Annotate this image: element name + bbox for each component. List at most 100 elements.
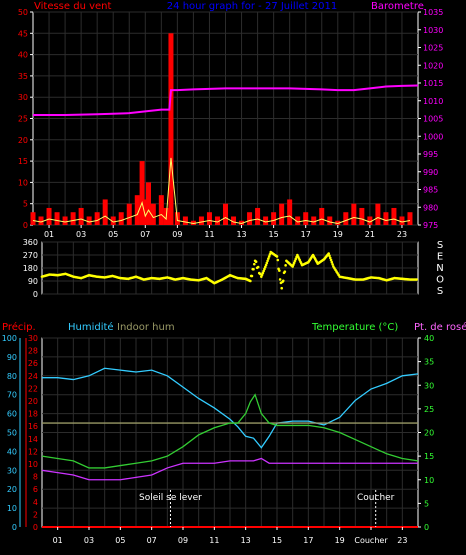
wind-bar [62,216,68,225]
wind-bar [335,220,341,225]
wind-bar [343,212,349,225]
y-tick-label: 0 [23,221,28,230]
wind-bar [126,203,132,225]
sunset-label: Coucher [357,493,395,503]
wind-bar [86,216,92,225]
wind-bar [231,216,237,225]
y-tick-label: 0 [33,523,38,532]
wind-bar [38,216,44,225]
wind-bar [279,203,285,225]
y-tick-label: 990 [423,168,438,177]
x-tick-label: 09 [172,230,182,239]
y-tick-label: 100 [2,334,17,343]
direction-point [328,256,332,260]
dew-line [41,457,418,481]
y-tick-label: 30 [7,466,17,475]
y-tick-label: 985 [423,186,438,195]
y-tick-label: 70 [7,391,17,400]
wind-average-line [32,157,411,225]
y-tick-label: 30 [18,93,28,102]
y-tick-label: 25 [424,405,434,414]
x-tick-label: 15 [269,230,279,239]
wind-bar [146,182,151,225]
y-tick-label: 8 [33,473,38,482]
wind-bar [247,212,253,225]
y-tick-label: 18 [28,410,38,419]
temp-label: Temperature (°C) [311,322,398,333]
wind-bar [255,207,261,225]
wind-bar [214,216,220,225]
direction-point [250,274,254,278]
dew-label: Pt. de rosée [414,321,466,333]
x-tick-label: 17 [303,536,313,545]
wind-bar [407,212,413,225]
wind-bar [239,220,245,225]
y-tick-label: 1005 [423,115,443,124]
y-tick-label: 5 [23,200,28,209]
direction-point [415,278,418,281]
y-tick-label: 24 [28,372,38,381]
y-tick-label: 30 [28,334,38,343]
direction-point [330,260,334,264]
humidity-temperature-chart: 0102030405060708090100024681012141618202… [2,334,434,545]
direction-point [278,269,281,272]
wind-bar [94,212,100,225]
x-tick-label: 11 [204,230,214,239]
humid-label: Humidité [68,321,114,333]
wind-bar [30,212,36,225]
wind-bar [295,216,301,225]
y-tick-label: 90 [28,277,38,286]
wind-bar [182,216,188,225]
y-tick-label: 1015 [423,79,443,88]
y-tick-label: 0 [424,523,429,532]
y-tick-label: 995 [423,150,438,159]
x-tick-label: 23 [397,536,407,545]
direction-point [283,270,287,273]
wind-bar [271,212,277,225]
wind-bar [198,216,204,225]
direction-point [280,286,284,290]
x-tick-label: 07 [140,230,150,239]
wind-bar [223,203,228,225]
direction-letter: N [436,263,443,274]
x-tick-label: 03 [84,536,94,545]
wind-bar [78,207,84,225]
y-tick-label: 20 [18,136,28,145]
y-tick-label: 22 [28,384,38,393]
y-tick-label: 50 [18,8,28,17]
wind-bar [399,216,405,225]
wind-bar [110,216,116,225]
wind-bar [118,212,124,225]
x-tick-label: 17 [301,230,311,239]
direction-point [265,261,269,265]
y-tick-label: 0 [33,290,38,299]
y-tick-label: 35 [424,358,434,367]
direction-point [276,258,280,262]
y-tick-label: 270 [23,251,38,260]
wind-bar [158,195,164,225]
direction-letter: E [437,252,443,263]
direction-point [281,279,285,283]
x-tick-label: 09 [178,536,188,545]
x-tick-label: 01 [44,230,54,239]
y-tick-label: 35 [18,72,28,81]
wind-bar [206,212,212,225]
direction-point [267,257,270,260]
humid-line [42,367,419,449]
wind-bar [303,212,309,225]
direction-point [329,258,333,262]
baro-axis-label: Barometre [371,1,424,12]
y-tick-label: 80 [7,372,17,381]
direction-point [267,255,271,258]
x-tick-label: 11 [209,536,219,545]
direction-point [264,263,268,267]
direction-point [328,254,331,258]
direction-point [252,267,255,271]
y-tick-label: 20 [7,485,17,494]
wind-bar [327,216,333,225]
direction-point [266,259,269,263]
y-tick-label: 975 [423,221,438,230]
wind-bar [168,33,174,225]
x-tick-label: 21 [365,230,375,239]
